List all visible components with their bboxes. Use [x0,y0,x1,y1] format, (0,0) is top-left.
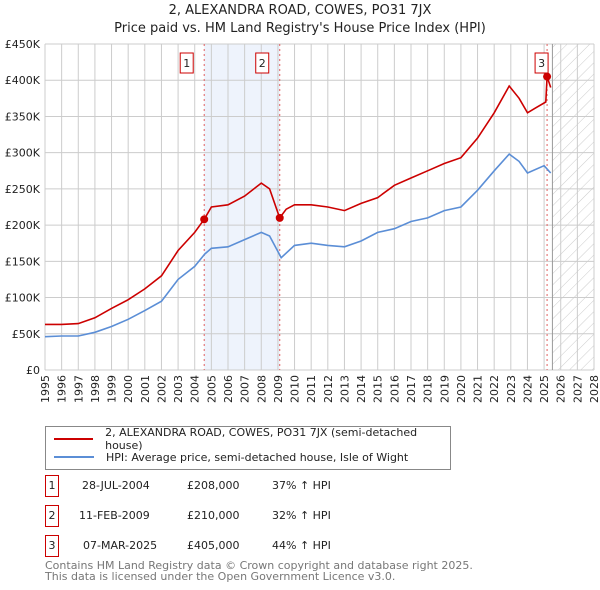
y-tick-label: £350K [5,110,41,123]
y-tick-label: £200K [5,219,41,232]
x-tick-label: 2014 [355,375,368,403]
x-tick-label: 2000 [122,375,135,403]
x-tick-label: 2023 [505,375,518,403]
x-tick-label: 2026 [555,375,568,403]
transaction-price: £208,000 [187,479,240,492]
chart-subtitle: Price paid vs. HM Land Registry's House … [114,21,486,36]
y-tick-label: £50K [12,328,41,341]
legend-item-property: 2, ALEXANDRA ROAD, COWES, PO31 7JX (semi… [54,426,450,452]
transaction-hpi: 44% ↑ HPI [272,539,331,552]
x-tick-label: 2027 [571,375,584,403]
x-tick-label: 2004 [189,375,202,403]
x-tick-label: 2010 [289,375,302,403]
legend-label: 2, ALEXANDRA ROAD, COWES, PO31 7JX (semi… [105,426,418,452]
y-tick-label: £300K [5,147,41,160]
transaction-date: 07-MAR-2025 [83,539,158,552]
sale-point [543,72,552,81]
y-tick-label: £450K [5,38,41,51]
x-tick-label: 1996 [56,375,69,403]
footer-line-1: Contains HM Land Registry data © Crown c… [45,559,473,572]
sale-point [275,213,284,222]
forecast-hatch [552,44,594,370]
x-tick-label: 2005 [205,375,218,403]
x-tick-label: 2009 [272,375,285,403]
transaction-hpi: 32% ↑ HPI [272,509,331,522]
y-tick-label: £250K [5,183,41,196]
transaction-date: 11-FEB-2009 [79,509,150,522]
footer-line-2: This data is licensed under the Open Gov… [45,570,396,583]
transaction-marker: 1 [45,475,59,497]
sale-label: 1 [183,57,190,70]
y-tick-label: £400K [5,74,41,87]
sale-label: 3 [538,57,545,70]
x-tick-label: 2018 [422,375,435,403]
series-line [44,153,552,338]
sale-point [200,215,209,224]
sale-label-box [534,52,549,74]
x-tick-label: 2007 [239,375,252,403]
x-tick-label: 2008 [255,375,268,403]
x-tick-label: 1995 [39,375,52,403]
sale-label-box [255,52,270,74]
y-tick-label: £150K [5,255,41,268]
legend-item-hpi: HPI: Average price, semi-detached house,… [54,449,408,465]
x-tick-label: 2017 [405,375,418,403]
transaction-marker: 2 [45,505,59,527]
x-tick-label: 2020 [455,375,468,403]
transaction-price: £405,000 [187,539,240,552]
x-tick-label: 2001 [139,375,152,403]
chart-title: 2, ALEXANDRA ROAD, COWES, PO31 7JX [168,3,432,18]
transaction-date: 28-JUL-2004 [82,479,150,492]
price-chart: 1995 1996 1997 1998 1999 2000 2001 2002 2003 2004… [5,38,600,403]
x-tick-label: 2003 [172,375,185,403]
x-tick-label: 2021 [472,375,485,403]
x-tick-label: 1997 [72,375,85,403]
x-tick-label: 2016 [388,375,401,403]
legend-blue-line [54,456,94,458]
footer: Contains HM Land Registry data © Crown c… [45,560,473,582]
transaction-price: £210,000 [187,509,240,522]
legend-red-line [54,438,94,440]
y-tick-label: £0 [26,364,40,377]
x-tick-label: 2011 [305,375,318,403]
sale-label: 2 [259,57,266,70]
x-tick-label: 2015 [372,375,385,403]
x-tick-label: 2002 [155,375,168,403]
x-tick-label: 2013 [338,375,351,403]
x-tick-label: 1999 [106,375,119,403]
x-tick-label: 2022 [488,375,501,403]
x-tick-label: 2025 [538,375,551,403]
x-tick-label: 1998 [89,375,102,403]
x-tick-label: 2024 [521,375,534,403]
x-tick-label: 2006 [222,375,235,403]
legend: 2, ALEXANDRA ROAD, COWES, PO31 7JX (semi… [45,426,451,470]
x-tick-label: 2019 [438,375,451,403]
series-line [45,76,552,326]
y-tick-label: £100K [5,292,41,305]
transaction-hpi: 37% ↑ HPI [272,479,331,492]
transaction-marker: 3 [45,535,59,557]
x-tick-label: 2012 [322,375,335,403]
x-tick-label: 2028 [588,375,600,403]
legend-label: HPI: Average price, semi-detached house,… [106,450,409,464]
sale-label-box [179,52,194,74]
